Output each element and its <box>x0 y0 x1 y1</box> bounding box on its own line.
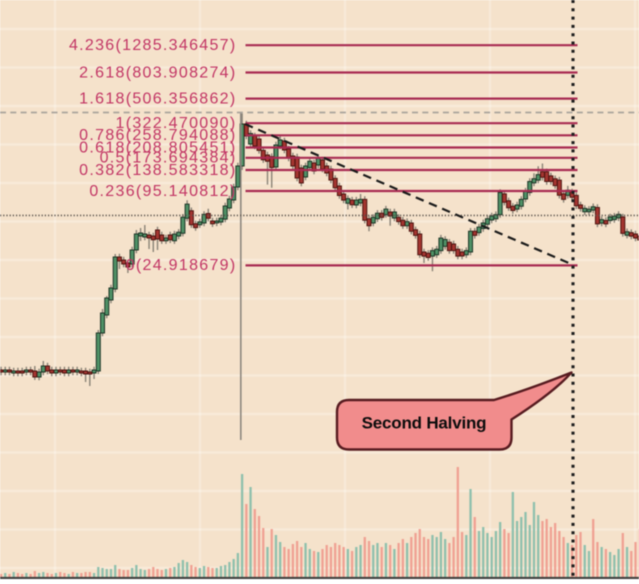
svg-text:0(24.918679): 0(24.918679) <box>126 257 237 274</box>
svg-text:0.618(208.805451): 0.618(208.805451) <box>79 139 236 156</box>
svg-text:0.382(138.583318): 0.382(138.583318) <box>79 162 236 179</box>
svg-text:1.618(506.356862): 1.618(506.356862) <box>79 90 236 107</box>
svg-text:2.618(803.908274): 2.618(803.908274) <box>79 64 236 81</box>
svg-text:0.786(258.794088): 0.786(258.794088) <box>79 127 236 144</box>
svg-text:Second Halving: Second Halving <box>362 414 487 433</box>
svg-text:4.236(1285.346457): 4.236(1285.346457) <box>69 37 237 54</box>
svg-text:0.236(95.140812): 0.236(95.140812) <box>89 183 236 200</box>
svg-text:1(322.470090): 1(322.470090) <box>116 115 237 132</box>
svg-text:0.5(173.694384): 0.5(173.694384) <box>100 150 237 167</box>
